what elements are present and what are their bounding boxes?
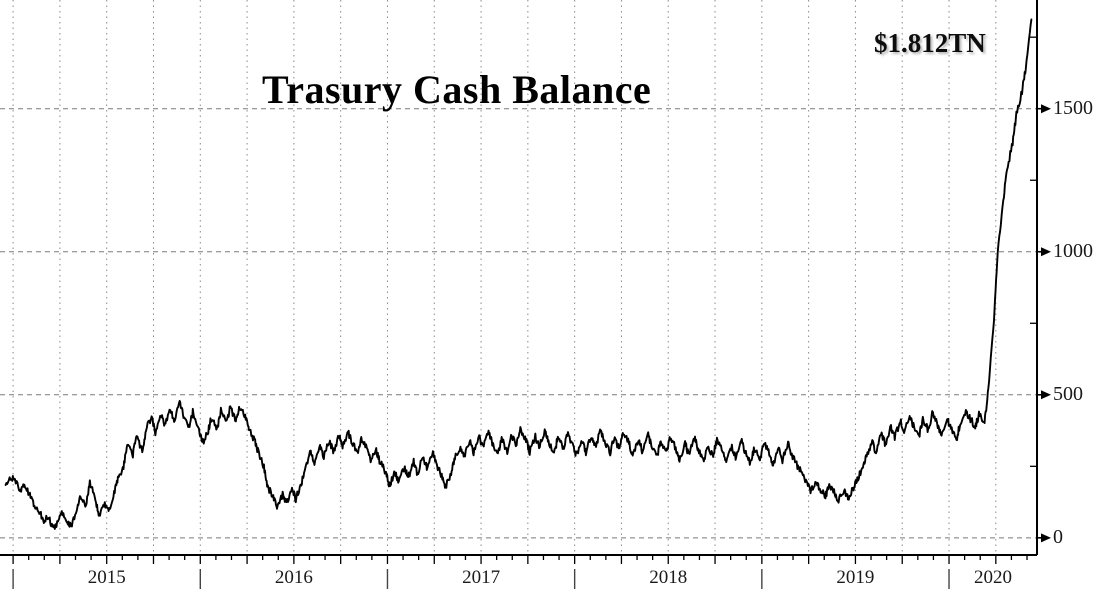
- x-axis-tick-label: 2015: [87, 567, 126, 588]
- x-axis-tick-label: 2020: [974, 567, 1012, 588]
- x-axis-tick-label: 2017: [462, 567, 501, 588]
- horizontal-gridlines: [0, 108, 1037, 539]
- page-title: Trasury Cash Balance: [262, 67, 652, 112]
- data-series-line: [4, 18, 1033, 530]
- y-axis-ticks: [1030, 36, 1051, 543]
- x-axis-tick-label: 2019: [836, 567, 875, 588]
- axis-spines: [0, 0, 1038, 556]
- x-axis-ticks: [12, 555, 1028, 564]
- y-axis-tick-label: 1000: [1053, 239, 1093, 262]
- y-axis-tick-label: 500: [1053, 382, 1083, 405]
- y-axis-tick-label: 1500: [1053, 96, 1093, 119]
- y-axis-tick-label: 0: [1053, 525, 1063, 548]
- year-separator-lines: [12, 569, 950, 589]
- x-axis-tick-label: 2016: [274, 567, 313, 588]
- peak-value-callout: $1.812TN: [874, 28, 986, 58]
- vertical-gridlines: [12, 0, 997, 555]
- x-axis-tick-label: 2018: [649, 567, 688, 588]
